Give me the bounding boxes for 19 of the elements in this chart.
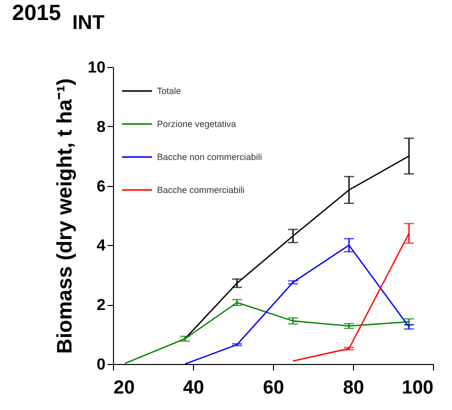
y-tick-label: 8 <box>96 118 106 136</box>
y-tick-label: 10 <box>88 60 106 76</box>
line-series <box>124 302 410 364</box>
x-tick-label: 60 <box>262 378 284 398</box>
y-axis-title: Biomass (dry weight, t ha⁻¹) <box>54 78 77 354</box>
y-tick-label: 0 <box>96 356 106 374</box>
y-tick-label: 6 <box>96 178 106 196</box>
x-tick-label: 100 <box>402 378 434 398</box>
chart-title: INT <box>72 12 104 34</box>
legend-label: Porzione vegetativa <box>157 119 236 129</box>
x-tick-label: 20 <box>114 378 135 398</box>
x-tick-label: 80 <box>342 378 364 398</box>
y-tick-label: 4 <box>96 238 106 255</box>
y-tick-label: 2 <box>96 297 106 314</box>
legend-label: Bacche commerciabili <box>157 185 245 195</box>
legend-label: Totale <box>157 86 182 96</box>
x-tick-label: 40 <box>182 378 204 398</box>
text: 2015 <box>12 0 61 26</box>
legend-label: Bacche non commerciabili <box>157 152 262 162</box>
